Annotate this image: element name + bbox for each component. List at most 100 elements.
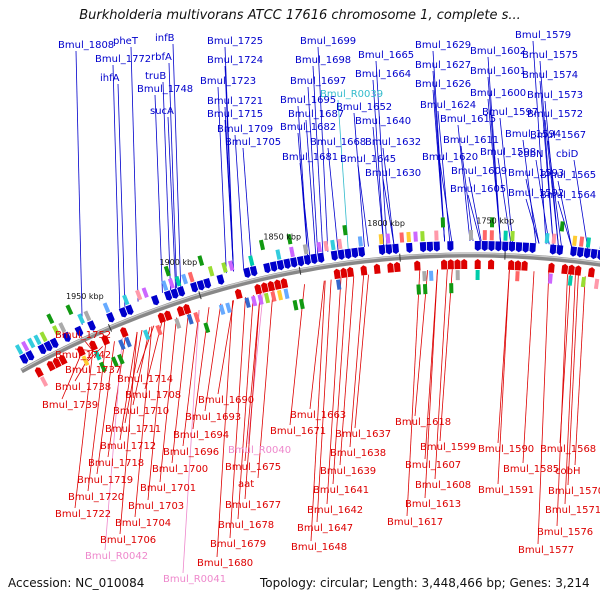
reverse-gene-label[interactable]: Bmul_1671: [270, 426, 326, 437]
forward-gene-label[interactable]: Bmul_1579: [515, 30, 571, 41]
reverse-gene-label[interactable]: Bmul_1608: [415, 480, 471, 491]
forward-gene-label[interactable]: Bmul_1609: [451, 166, 507, 177]
forward-gene-label[interactable]: Bmul_1682: [280, 122, 336, 133]
forward-gene-label[interactable]: sucA: [150, 106, 174, 117]
forward-gene-label[interactable]: Bmul_1632: [365, 137, 421, 148]
reverse-gene-label[interactable]: Bmul_1607: [405, 460, 461, 471]
forward-gene-label[interactable]: Bmul_1652: [336, 102, 392, 113]
reverse-gene-label[interactable]: Bmul_1680: [197, 558, 253, 569]
reverse-gene-label[interactable]: Bmul_1718: [88, 458, 144, 469]
reverse-gene-label[interactable]: Bmul_1577: [518, 545, 574, 556]
forward-gene-label[interactable]: Bmul_1575: [522, 50, 578, 61]
forward-gene-label[interactable]: Bmul_1611: [443, 135, 499, 146]
reverse-gene-label[interactable]: Bmul_1568: [540, 444, 596, 455]
forward-gene-label[interactable]: Bmul_1724: [207, 55, 263, 66]
forward-gene-label[interactable]: Bmul_1573: [527, 90, 583, 101]
forward-gene-label[interactable]: Bmul_1772: [95, 54, 151, 65]
reverse-gene-label[interactable]: Bmul_1675: [225, 462, 281, 473]
reverse-gene-label[interactable]: cobH: [555, 466, 580, 477]
reverse-gene-label[interactable]: Bmul_1739: [42, 400, 98, 411]
reverse-gene-label[interactable]: Bmul_1599: [420, 442, 476, 453]
forward-gene-label[interactable]: Bmul_1709: [217, 124, 273, 135]
reverse-gene-label[interactable]: Bmul_1722: [55, 509, 111, 520]
forward-gene-label[interactable]: Bmul_1627: [415, 60, 471, 71]
reverse-gene-label[interactable]: Bmul_1714: [117, 374, 173, 385]
forward-gene-label[interactable]: Bmul_1567: [530, 130, 586, 141]
forward-gene-label[interactable]: Bmul_1600: [470, 88, 526, 99]
forward-gene-label[interactable]: cobN: [518, 149, 543, 160]
reverse-gene-label[interactable]: Bmul_1738: [55, 382, 111, 393]
forward-gene-label[interactable]: Bmul_1615: [440, 114, 496, 125]
reverse-gene-label[interactable]: Bmul_1693: [185, 412, 241, 423]
reverse-gene-label[interactable]: Bmul_1590: [478, 444, 534, 455]
forward-gene-label[interactable]: Bmul_1748: [137, 84, 193, 95]
forward-gene-label[interactable]: Bmul_1572: [527, 109, 583, 120]
forward-gene-label[interactable]: Bmul_1597: [482, 107, 538, 118]
forward-gene-label[interactable]: Bmul_1721: [207, 96, 263, 107]
forward-gene-label[interactable]: Bmul_1687: [288, 109, 344, 120]
reverse-gene-label[interactable]: Bmul_1737: [65, 365, 121, 376]
reverse-gene-label[interactable]: Bmul_R0042: [85, 551, 148, 562]
reverse-gene-label[interactable]: Bmul_1712: [100, 441, 156, 452]
reverse-gene-label[interactable]: Bmul_1638: [330, 448, 386, 459]
reverse-gene-label[interactable]: Bmul_1700: [152, 464, 208, 475]
reverse-gene-label[interactable]: Bmul_R0041: [163, 574, 226, 585]
reverse-labels[interactable]: Bmul_1752 Bmul_1742 Bmul_1737 Bmul_1738 Bmul…: [42, 330, 600, 585]
forward-gene-label[interactable]: Bmul_1574: [522, 70, 578, 81]
forward-gene-label[interactable]: cbiD: [556, 149, 579, 160]
forward-gene-label[interactable]: Bmul_1624: [420, 100, 476, 111]
forward-gene-label[interactable]: Bmul_1640: [355, 116, 411, 127]
forward-gene-label[interactable]: Bmul_1698: [295, 55, 351, 66]
forward-gene-label[interactable]: Bmul_1630: [365, 168, 421, 179]
forward-gene-label[interactable]: Bmul_1598: [480, 147, 536, 158]
forward-gene-label[interactable]: Bmul_1645: [340, 154, 396, 165]
reverse-gene-label[interactable]: Bmul_1641: [313, 485, 369, 496]
reverse-gene-label[interactable]: Bmul_1663: [290, 410, 346, 421]
forward-gene-label[interactable]: Bmul_1697: [290, 76, 346, 87]
forward-gene-label[interactable]: Bmul_1565: [540, 170, 596, 181]
reverse-gene-label[interactable]: Bmul_1679: [210, 539, 266, 550]
forward-gene-label[interactable]: Bmul_R0039: [320, 89, 383, 100]
reverse-gene-label[interactable]: Bmul_1613: [405, 499, 461, 510]
forward-gene-label[interactable]: Bmul_1602: [470, 46, 526, 57]
reverse-gene-label[interactable]: Bmul_R0040: [228, 445, 291, 456]
forward-gene-label[interactable]: Bmul_1629: [415, 40, 471, 51]
reverse-gene-label[interactable]: Bmul_1690: [198, 395, 254, 406]
forward-gene-label[interactable]: Bmul_1593: [508, 168, 564, 179]
forward-gene-label[interactable]: Bmul_1594: [505, 129, 561, 140]
forward-gene-label[interactable]: Bmul_1681: [282, 152, 338, 163]
forward-gene-label[interactable]: Bmul_1808: [58, 40, 114, 51]
forward-gene-label[interactable]: ihfA: [100, 73, 120, 84]
forward-gene-label[interactable]: Bmul_1564: [540, 190, 596, 201]
forward-gene-label[interactable]: Bmul_1626: [415, 79, 471, 90]
reverse-gene-label[interactable]: Bmul_1570: [548, 486, 600, 497]
reverse-gene-label[interactable]: Bmul_1637: [335, 429, 391, 440]
reverse-gene-label[interactable]: Bmul_1677: [225, 500, 281, 511]
forward-gene-label[interactable]: infB: [155, 33, 175, 44]
forward-gene-label[interactable]: Bmul_1668: [310, 137, 366, 148]
reverse-gene-label[interactable]: Bmul_1701: [140, 483, 196, 494]
forward-gene-label[interactable]: Bmul_1601: [470, 66, 526, 77]
reverse-gene-label[interactable]: Bmul_1648: [291, 542, 347, 553]
reverse-gene-label[interactable]: Bmul_1720: [68, 492, 124, 503]
reverse-gene-label[interactable]: Bmul_1647: [297, 523, 353, 534]
forward-gene-label[interactable]: Bmul_1664: [355, 69, 411, 80]
reverse-gene-label[interactable]: Bmul_1617: [387, 517, 443, 528]
reverse-gene-label[interactable]: Bmul_1571: [545, 505, 600, 516]
reverse-gene-label[interactable]: Bmul_1706: [100, 535, 156, 546]
reverse-gene-label[interactable]: Bmul_1576: [537, 527, 593, 538]
forward-gene-label[interactable]: rbfA: [151, 52, 172, 63]
reverse-gene-label[interactable]: Bmul_1752: [55, 330, 111, 341]
forward-gene-label[interactable]: Bmul_1705: [225, 137, 281, 148]
reverse-gene-label[interactable]: Bmul_1694: [173, 430, 229, 441]
reverse-gene-label[interactable]: Bmul_1639: [320, 466, 376, 477]
reverse-gene-label[interactable]: Bmul_1704: [115, 518, 171, 529]
forward-gene-label[interactable]: truB: [145, 71, 166, 82]
forward-gene-label[interactable]: Bmul_1620: [422, 152, 478, 163]
forward-gene-label[interactable]: Bmul_1665: [358, 50, 414, 61]
reverse-gene-label[interactable]: aat: [238, 479, 254, 490]
forward-gene-label[interactable]: Bmul_1592: [508, 188, 564, 199]
reverse-gene-label[interactable]: Bmul_1591: [478, 485, 534, 496]
